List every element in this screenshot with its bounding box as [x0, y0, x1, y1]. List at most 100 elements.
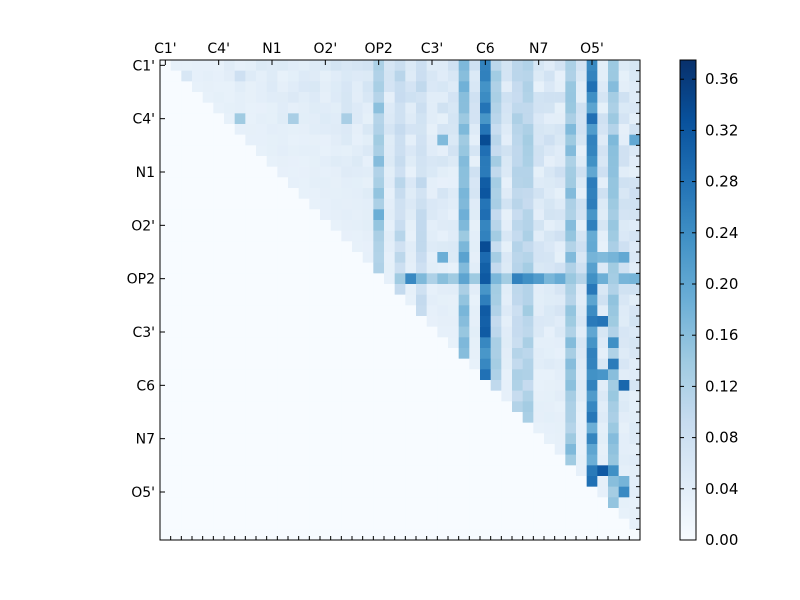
heatmap-cell [416, 230, 427, 242]
heatmap-cell [533, 284, 545, 295]
heatmap-cell [629, 401, 641, 413]
heatmap-cell [213, 518, 225, 530]
heatmap-cell [469, 70, 481, 82]
heatmap-cell [362, 348, 374, 359]
heatmap-cell [288, 81, 299, 93]
heatmap-cell [448, 401, 459, 413]
heatmap-cell [309, 348, 321, 359]
heatmap-cell [533, 497, 545, 509]
heatmap-cell [309, 102, 321, 114]
heatmap-cell [608, 508, 619, 519]
heatmap-cell [608, 316, 619, 327]
heatmap-cell [480, 358, 491, 370]
heatmap-cell [490, 273, 502, 285]
heatmap-cell [181, 369, 193, 381]
heatmap-cell [458, 81, 470, 93]
heatmap-cell [256, 390, 267, 402]
heatmap-cell [490, 348, 502, 359]
heatmap-cell [224, 156, 235, 167]
heatmap-cell [330, 198, 342, 210]
heatmap-cell [405, 454, 417, 466]
heatmap-cell [160, 444, 171, 455]
heatmap-cell [341, 518, 353, 530]
heatmap-cell [362, 284, 374, 295]
heatmap-cell [224, 230, 235, 242]
heatmap-cell [533, 444, 545, 455]
heatmap-cell [213, 348, 225, 359]
heatmap-cell [373, 529, 385, 541]
heatmap-cell [277, 401, 289, 413]
heatmap-cell [330, 433, 342, 445]
heatmap-cell [362, 273, 374, 285]
heatmap-cell [213, 81, 225, 93]
heatmap-cell [512, 369, 523, 381]
heatmap-cell [277, 508, 289, 519]
heatmap-cell [288, 412, 299, 423]
heatmap-cell [234, 124, 246, 135]
heatmap-cell [426, 145, 438, 157]
heatmap-cell [170, 465, 182, 477]
heatmap-cell [554, 273, 566, 285]
heatmap-cell [544, 70, 555, 82]
heatmap-cell [554, 60, 566, 71]
heatmap-cell [469, 476, 481, 487]
heatmap-cell [170, 294, 182, 306]
heatmap-cell [384, 465, 395, 477]
heatmap-cell [405, 497, 417, 509]
heatmap-cell [298, 422, 310, 434]
heatmap-cell [618, 262, 630, 274]
heatmap-cell [490, 156, 502, 167]
heatmap-cell [309, 326, 321, 338]
heatmap-cell [405, 380, 417, 391]
heatmap-cell [533, 124, 545, 135]
heatmap-cell [618, 422, 630, 434]
heatmap-cell [405, 209, 417, 221]
heatmap-cell [597, 220, 609, 231]
heatmap-cell [554, 124, 566, 135]
heatmap-cell [597, 337, 609, 349]
heatmap-cell [192, 156, 203, 167]
heatmap-cell [533, 454, 545, 466]
heatmap-cell [458, 454, 470, 466]
heatmap-cell [362, 92, 374, 103]
heatmap-cell [608, 156, 619, 167]
heatmap-cell [405, 188, 417, 199]
heatmap-cell [352, 497, 363, 509]
heatmap-cell [586, 380, 598, 391]
heatmap-cell [224, 454, 235, 466]
heatmap-cell [618, 294, 630, 306]
heatmap-cell [416, 369, 427, 381]
heatmap-cell [266, 529, 278, 541]
heatmap-cell [160, 497, 171, 509]
heatmap-cell [192, 529, 203, 541]
heatmap-cell [469, 294, 481, 306]
heatmap-cell [469, 497, 481, 509]
heatmap-cell [181, 113, 193, 125]
heatmap-cell [213, 454, 225, 466]
heatmap-cell [245, 326, 257, 338]
heatmap-cell [394, 60, 406, 71]
heatmap-cell [565, 252, 577, 263]
heatmap-cell [501, 102, 513, 114]
heatmap-cell [554, 422, 566, 434]
heatmap-cell [181, 209, 193, 221]
heatmap-cell [437, 380, 449, 391]
heatmap-cell [394, 326, 406, 338]
heatmap-cell [320, 348, 331, 359]
heatmap-cell [181, 220, 193, 231]
heatmap-cell [352, 486, 363, 498]
heatmap-cell [426, 401, 438, 413]
heatmap-cell [608, 476, 619, 487]
heatmap-cell [234, 60, 246, 71]
heatmap-cell [629, 508, 641, 519]
heatmap-cell [298, 337, 310, 349]
heatmap-cell [170, 209, 182, 221]
heatmap-cell [266, 220, 278, 231]
heatmap-cell [362, 412, 374, 423]
heatmap-cell [426, 262, 438, 274]
heatmap-cell [330, 380, 342, 391]
heatmap-cell [298, 401, 310, 413]
heatmap-cell [437, 124, 449, 135]
heatmap-cell [597, 209, 609, 221]
heatmap-cell [288, 497, 299, 509]
